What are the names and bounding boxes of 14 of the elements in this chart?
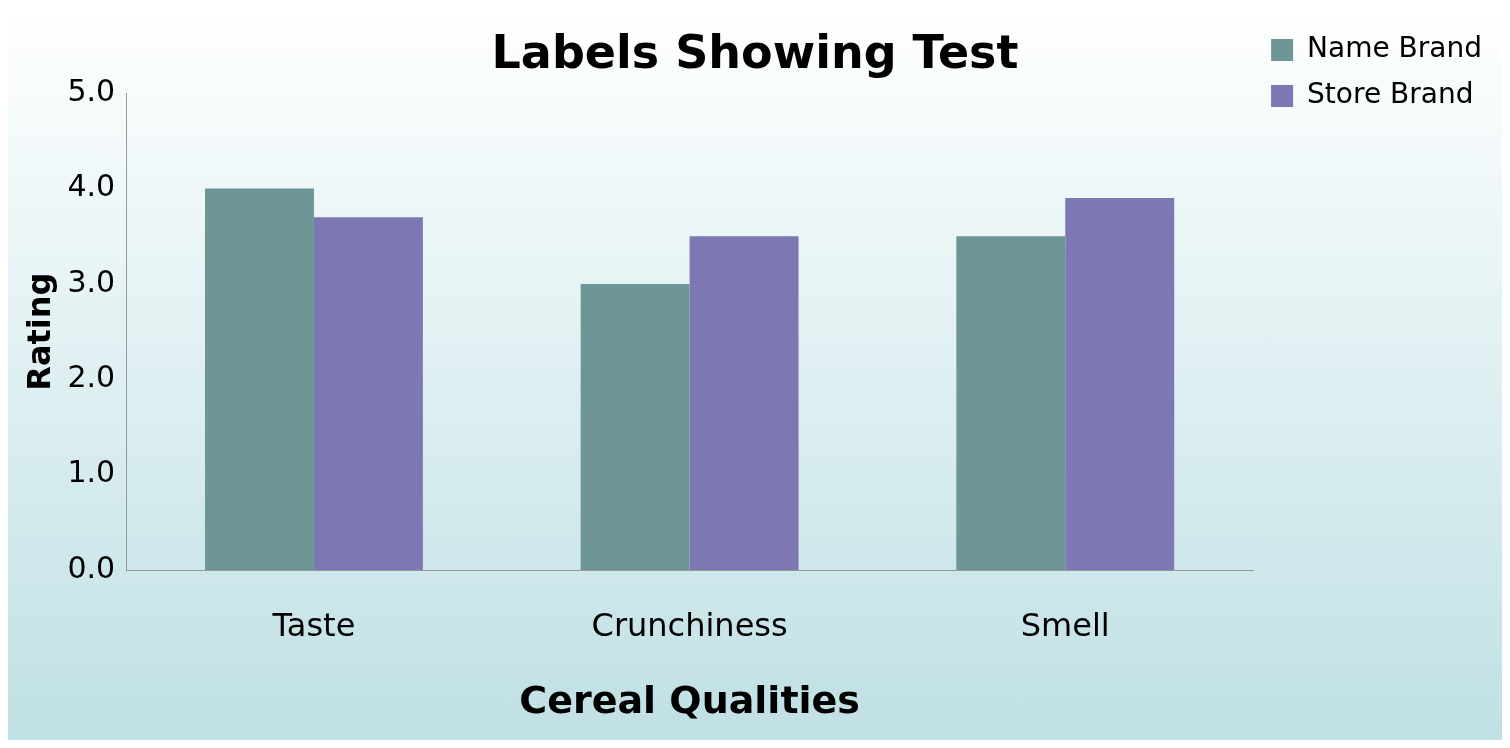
x-tick-label: Crunchiness	[591, 605, 788, 644]
x-axis-title: Cereal Qualities	[519, 678, 860, 723]
chart-title: Labels Showing Test	[491, 24, 1019, 79]
y-tick-label: 3.0	[67, 263, 116, 299]
legend-label: Store Brand	[1307, 77, 1474, 111]
y-tick-label: 4.0	[67, 168, 116, 204]
x-tick-label: Taste	[271, 605, 356, 644]
y-tick-label: 1.0	[67, 454, 116, 490]
y-tick-label: 2.0	[67, 359, 116, 395]
y-axis-title: Rating	[19, 272, 58, 391]
y-tick-label: 5.0	[67, 73, 116, 108]
y-tick-label: 0.0	[67, 549, 116, 585]
legend-label: Name Brand	[1307, 31, 1482, 65]
x-tick-label: Smell	[1020, 605, 1110, 644]
